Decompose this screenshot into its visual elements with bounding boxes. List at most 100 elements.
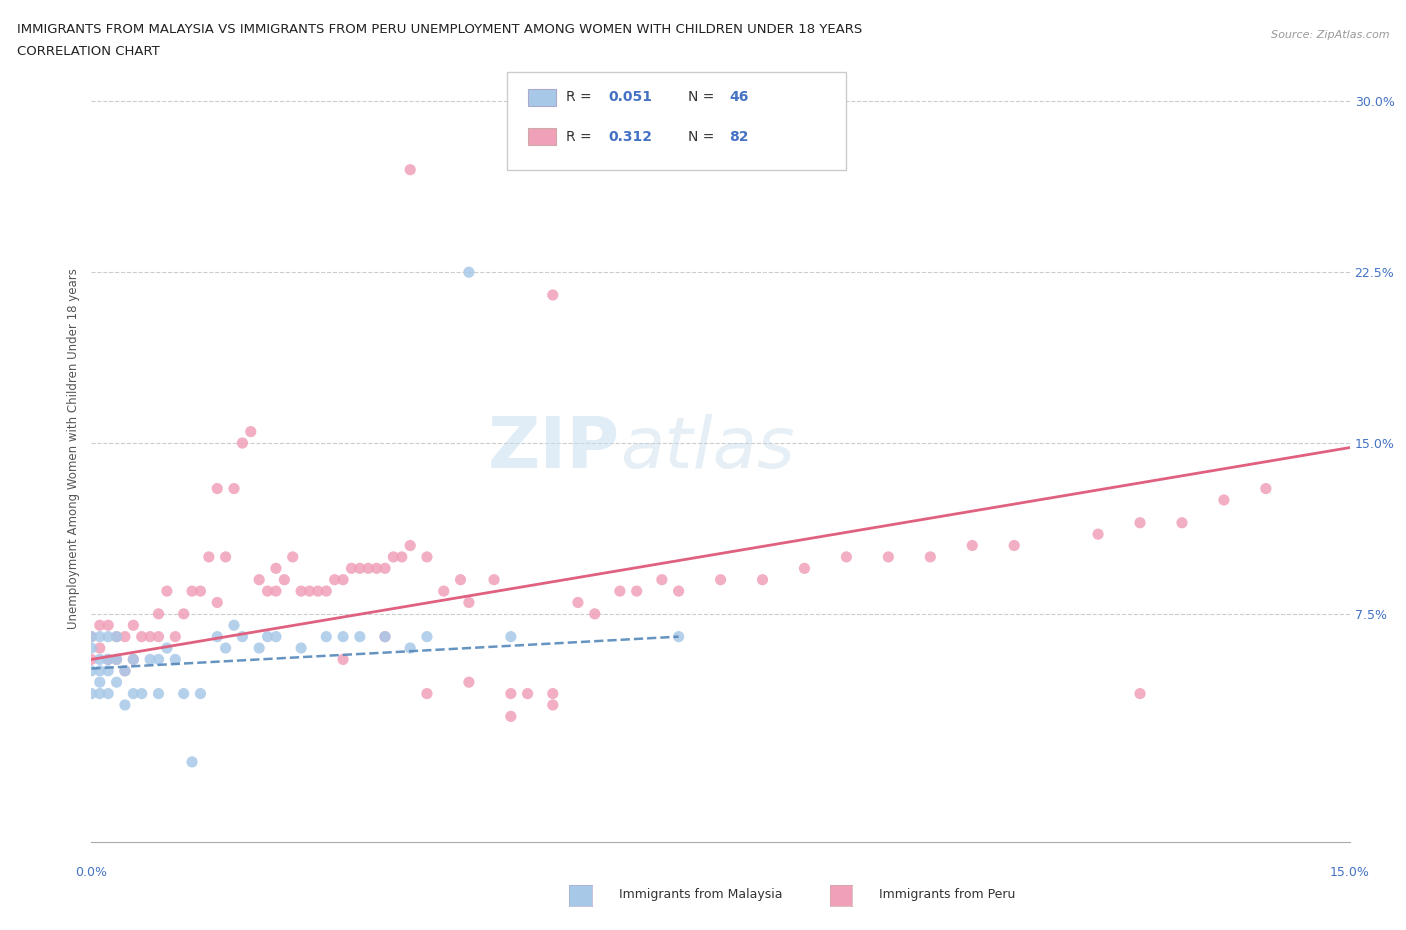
Text: Source: ZipAtlas.com: Source: ZipAtlas.com xyxy=(1271,30,1389,40)
Point xyxy=(80,630,103,644)
Point xyxy=(1213,493,1236,508)
Point xyxy=(114,698,136,712)
Point xyxy=(156,641,179,656)
Point xyxy=(651,572,673,587)
Point xyxy=(165,630,187,644)
Point xyxy=(256,630,278,644)
Point xyxy=(281,550,304,565)
Point xyxy=(148,606,170,621)
Point xyxy=(399,538,422,553)
Point xyxy=(609,584,631,599)
Point xyxy=(374,630,396,644)
Point xyxy=(131,686,153,701)
Point xyxy=(105,652,128,667)
Point xyxy=(205,630,228,644)
Point xyxy=(567,595,589,610)
Point xyxy=(89,618,111,632)
Point xyxy=(1254,481,1277,496)
FancyBboxPatch shape xyxy=(506,72,846,170)
Point xyxy=(222,618,245,632)
Text: N =: N = xyxy=(688,130,718,144)
Point xyxy=(482,572,505,587)
Point xyxy=(399,162,422,177)
Point xyxy=(173,686,195,701)
Point xyxy=(80,630,103,644)
Point xyxy=(457,595,479,610)
Point xyxy=(181,754,204,769)
Point xyxy=(962,538,984,553)
Point xyxy=(247,641,270,656)
Point xyxy=(1129,686,1152,701)
Point xyxy=(751,572,773,587)
Point xyxy=(315,630,337,644)
Point xyxy=(1087,526,1109,541)
Point xyxy=(205,481,228,496)
Point xyxy=(139,652,162,667)
Point xyxy=(416,550,439,565)
Point xyxy=(366,561,388,576)
Bar xyxy=(529,128,555,145)
Point xyxy=(131,630,153,644)
Point xyxy=(290,641,312,656)
Point xyxy=(198,550,221,565)
Point xyxy=(214,641,236,656)
Point xyxy=(499,709,522,724)
Point xyxy=(89,686,111,701)
Point xyxy=(323,572,346,587)
Text: Immigrants from Peru: Immigrants from Peru xyxy=(879,888,1015,901)
Point xyxy=(97,652,120,667)
Point xyxy=(165,652,187,667)
Point xyxy=(190,686,212,701)
Point xyxy=(264,561,287,576)
Point xyxy=(105,675,128,690)
Point xyxy=(357,561,380,576)
Text: 46: 46 xyxy=(730,90,749,104)
Point xyxy=(80,686,103,701)
Point xyxy=(89,675,111,690)
Point xyxy=(835,550,858,565)
Point xyxy=(374,561,396,576)
Point xyxy=(668,584,690,599)
Point xyxy=(80,652,103,667)
Point xyxy=(499,686,522,701)
Point xyxy=(190,584,212,599)
Point xyxy=(80,641,103,656)
Point xyxy=(148,686,170,701)
Point xyxy=(793,561,815,576)
Point xyxy=(105,630,128,644)
Text: 82: 82 xyxy=(730,130,749,144)
Point xyxy=(1171,515,1194,530)
Point xyxy=(399,641,422,656)
Text: CORRELATION CHART: CORRELATION CHART xyxy=(17,45,160,58)
Point xyxy=(122,652,145,667)
Point xyxy=(541,287,564,302)
Point xyxy=(457,265,479,280)
Point xyxy=(626,584,648,599)
Point xyxy=(122,652,145,667)
Point xyxy=(457,675,479,690)
Point xyxy=(668,630,690,644)
Point xyxy=(416,686,439,701)
Point xyxy=(181,584,204,599)
Point xyxy=(156,584,179,599)
Point xyxy=(877,550,900,565)
Point xyxy=(349,561,371,576)
Point xyxy=(114,630,136,644)
Point xyxy=(1129,515,1152,530)
Point xyxy=(332,652,354,667)
Point xyxy=(264,584,287,599)
Point xyxy=(222,481,245,496)
Point xyxy=(80,663,103,678)
Text: 0.312: 0.312 xyxy=(609,130,652,144)
Point xyxy=(920,550,942,565)
Text: 15.0%: 15.0% xyxy=(1330,866,1369,879)
Point xyxy=(340,561,363,576)
Point xyxy=(516,686,538,701)
Bar xyxy=(529,88,555,106)
Point xyxy=(205,595,228,610)
Point xyxy=(148,652,170,667)
Point xyxy=(114,663,136,678)
Point xyxy=(332,630,354,644)
Point xyxy=(173,606,195,621)
Point xyxy=(433,584,456,599)
